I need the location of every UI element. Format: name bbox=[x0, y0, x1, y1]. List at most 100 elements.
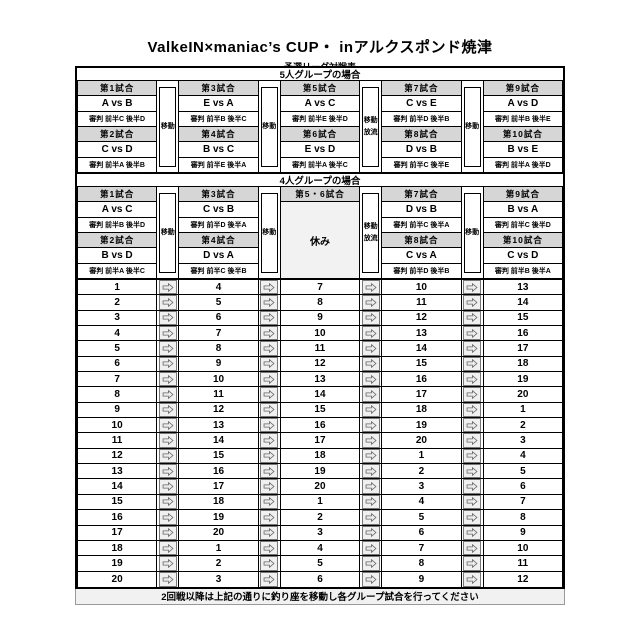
arrow-box bbox=[260, 464, 279, 479]
move-arrow-icon bbox=[365, 374, 377, 384]
arrow-box bbox=[158, 418, 177, 433]
move-arrow-icon bbox=[365, 359, 377, 369]
match-block: 第9試合 B vs A 審判 前半C 後半D 第10試合 C vs D 審判 前半B 後半… bbox=[482, 187, 563, 278]
seat-number-cell: 12 bbox=[381, 310, 462, 326]
rotation-row: 17 20 3 6 9 bbox=[77, 525, 563, 541]
arrow-cell bbox=[259, 556, 280, 571]
match-versus: B vs C bbox=[179, 142, 258, 158]
move-arrow-icon bbox=[263, 390, 275, 400]
rotation-row: 2 5 8 11 14 bbox=[77, 295, 563, 311]
move-gutter: 移動 bbox=[461, 81, 483, 172]
move-arrow-icon bbox=[263, 328, 275, 338]
arrow-cell bbox=[462, 387, 483, 402]
arrow-box bbox=[463, 510, 482, 525]
arrow-cell bbox=[157, 433, 178, 448]
move-arrow-icon bbox=[162, 543, 174, 553]
seat-number-cell: 19 bbox=[178, 510, 259, 525]
move-arrow-icon bbox=[263, 282, 275, 292]
move-gutter: 移動 bbox=[258, 187, 280, 278]
match-referee: 審判 前半B 後半C bbox=[179, 112, 258, 127]
arrow-cell bbox=[360, 402, 381, 418]
seat-number-cell: 4 bbox=[381, 494, 462, 510]
match-referee: 審判 前半D 後半B bbox=[393, 268, 450, 275]
match-title: 第8試合 bbox=[382, 233, 461, 248]
seat-number-cell: 13 bbox=[279, 372, 361, 387]
match-versus: A vs C bbox=[280, 96, 360, 112]
match-versus: B vs A bbox=[483, 202, 562, 218]
move-gutter-box: 移動 bbox=[463, 86, 481, 167]
arrow-box bbox=[361, 556, 380, 571]
match-versus: E vs D bbox=[280, 142, 360, 158]
arrow-box bbox=[361, 494, 380, 510]
arrow-box bbox=[158, 494, 177, 510]
arrow-box bbox=[361, 310, 380, 326]
arrow-cell bbox=[360, 571, 381, 587]
seat-number-cell: 20 bbox=[482, 387, 563, 402]
rotation-row: 18 1 4 7 10 bbox=[77, 540, 563, 557]
move-arrow-icon bbox=[263, 359, 275, 369]
move-arrow-icon bbox=[466, 344, 478, 354]
arrow-box bbox=[158, 464, 177, 479]
seat-number-cell: 2 bbox=[178, 556, 259, 571]
arrow-cell bbox=[157, 402, 178, 418]
arrow-cell bbox=[462, 571, 483, 587]
arrow-box bbox=[361, 571, 380, 587]
arrow-cell bbox=[360, 310, 381, 326]
seat-number-cell: 8 bbox=[482, 510, 563, 525]
match-title: 第7試合 bbox=[382, 187, 461, 202]
move-label: 移動 bbox=[363, 116, 378, 124]
arrow-box bbox=[361, 448, 380, 464]
arrow-box bbox=[158, 326, 177, 341]
arrow-cell bbox=[360, 464, 381, 479]
move-arrow-icon bbox=[263, 558, 275, 568]
move-gutter-box: 移動 bbox=[463, 192, 481, 273]
move-arrow-icon bbox=[466, 420, 478, 430]
arrow-cell bbox=[462, 479, 483, 494]
arrow-cell bbox=[462, 402, 483, 418]
match-referee: 審判 前半E 後半D bbox=[280, 112, 360, 127]
arrow-box bbox=[260, 387, 279, 402]
page-title: ValkeIN×maniac’s CUP・ inアルクスポンド焼津 bbox=[147, 39, 493, 56]
seat-number-cell: 14 bbox=[77, 479, 158, 494]
move-arrow-icon bbox=[162, 574, 174, 584]
move-arrow-icon bbox=[466, 482, 478, 492]
move-arrow-icon bbox=[162, 313, 174, 323]
move-gutter: 移動 放流 bbox=[360, 187, 382, 278]
arrow-cell bbox=[259, 433, 280, 448]
move-arrow-icon bbox=[263, 420, 275, 430]
match-title: 第6試合 bbox=[280, 127, 360, 142]
arrow-cell bbox=[360, 387, 381, 402]
seat-number-cell: 10 bbox=[77, 418, 158, 433]
arrow-box bbox=[361, 479, 380, 494]
group4-section-header: 4人グループの場合 bbox=[77, 174, 563, 187]
arrow-cell bbox=[360, 494, 381, 510]
match-versus: C vs D bbox=[78, 142, 157, 158]
move-arrow-icon bbox=[365, 298, 377, 308]
release-label: 放流 bbox=[363, 234, 378, 242]
rotation-row: 9 12 15 18 1 bbox=[77, 402, 563, 419]
move-gutter: 移動 bbox=[258, 81, 280, 172]
seat-number-cell: 17 bbox=[77, 525, 158, 540]
match-referee: 審判 前半C 後半D bbox=[78, 112, 157, 127]
arrow-box bbox=[463, 448, 482, 464]
move-arrow-icon bbox=[365, 482, 377, 492]
arrow-cell bbox=[462, 433, 483, 448]
arrow-box bbox=[361, 295, 380, 310]
arrow-box bbox=[158, 372, 177, 387]
rotation-row: 7 10 13 16 19 bbox=[77, 372, 563, 388]
move-arrow-icon bbox=[365, 574, 377, 584]
arrow-box bbox=[260, 341, 279, 356]
move-arrow-icon bbox=[466, 436, 478, 446]
arrow-cell bbox=[259, 402, 280, 418]
move-arrow-icon bbox=[365, 405, 377, 415]
move-arrow-icon bbox=[365, 528, 377, 538]
arrow-box bbox=[260, 540, 279, 556]
move-arrow-icon bbox=[263, 436, 275, 446]
match-title: 第1試合 bbox=[78, 187, 157, 202]
seat-number-cell: 5 bbox=[178, 295, 259, 310]
move-arrow-icon bbox=[263, 374, 275, 384]
footer-note: 2回戦以降は上記の通りに釣り座を移動し各グループ試合を行ってください bbox=[75, 588, 565, 605]
move-arrow-icon bbox=[365, 390, 377, 400]
arrow-box bbox=[260, 295, 279, 310]
seat-number-cell: 6 bbox=[381, 525, 462, 540]
